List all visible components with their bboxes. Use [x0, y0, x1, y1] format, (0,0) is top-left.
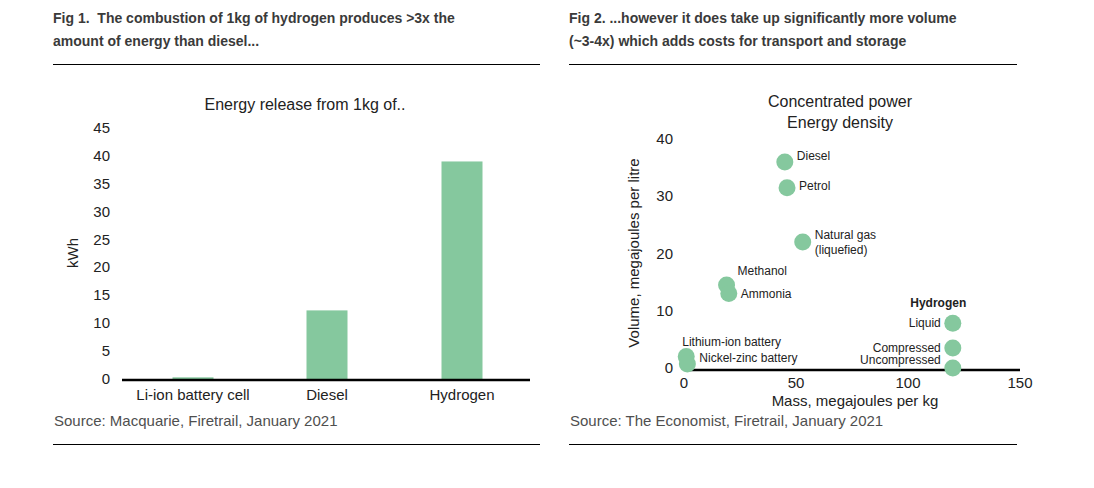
fig2-header-line1: Fig 2. ...however it does take up signif… [569, 7, 956, 30]
y-tick-label: 35 [93, 175, 110, 192]
scatter-point-compressed [944, 339, 961, 356]
y-tick-label: 0 [102, 370, 110, 387]
fig1-header-line2: amount of energy than diesel... [53, 30, 455, 53]
y-tick-label: 30 [93, 203, 110, 220]
fig2-panel: Fig 2. ...however it does take up signif… [569, 0, 1035, 488]
chart-title-line: Energy density [787, 114, 893, 131]
fig2-header-rule [569, 64, 1017, 65]
chart-title-line: Concentrated power [768, 93, 913, 110]
fig1-header: Fig 1. The combustion of 1kg of hydrogen… [53, 7, 455, 53]
x-tick-label: 0 [680, 374, 688, 391]
y-axis-label: Volume, megajoules per litre [625, 158, 642, 347]
fig2-scatter-chart: Concentrated power Energy density 0 10 20 30 4… [569, 80, 1035, 410]
fig1-panel: Fig 1. The combustion of 1kg of hydrogen… [53, 0, 540, 488]
x-tick-label: 50 [788, 374, 805, 391]
fig2-source: Source: The Economist, Firetrail, Januar… [570, 412, 883, 429]
y-tick-label: 10 [656, 302, 673, 319]
y-tick-label: 45 [93, 119, 110, 136]
y-axis-label: kWh [64, 238, 81, 268]
scatter-point-diesel [776, 153, 793, 170]
scatter-point-natural-gas [794, 234, 811, 251]
y-tick-label: 30 [656, 187, 673, 204]
point-label: Methanol [738, 264, 787, 278]
category-label: Hydrogen [429, 386, 494, 403]
point-label: Petrol [799, 179, 830, 193]
x-axis-label: Mass, megajoules per kg [772, 392, 939, 409]
point-label: Diesel [797, 149, 830, 163]
bar-hydrogen [442, 161, 483, 379]
y-tick-label: 25 [93, 231, 110, 248]
category-label: Diesel [306, 386, 348, 403]
point-label: Liquid [909, 316, 941, 330]
hydrogen-group-label: Hydrogen [910, 296, 966, 310]
fig2-header-line2: (~3-4x) which adds costs for transport a… [569, 30, 956, 53]
scatter-point-petrol [779, 179, 796, 196]
scatter-point-liquid [944, 315, 961, 332]
y-tick-label: 20 [656, 245, 673, 262]
y-tick-label: 40 [656, 130, 673, 147]
y-tick-label: 5 [102, 342, 110, 359]
fig2-header: Fig 2. ...however it does take up signif… [569, 7, 956, 53]
x-tick-label: 150 [1007, 374, 1032, 391]
scatter-point-nickel-zinc-battery [679, 355, 696, 372]
scatter-point-uncompressed [944, 360, 961, 377]
point-label: Uncompressed [860, 353, 941, 367]
category-label: Li-ion battery cell [136, 386, 249, 403]
fig2-bottom-rule [569, 444, 1017, 445]
scatter-point-ammonia [720, 285, 737, 302]
x-tick-label: 100 [895, 374, 920, 391]
point-label: Ammonia [741, 287, 792, 301]
fig1-source: Source: Macquarie, Firetrail, January 20… [54, 412, 337, 429]
fig1-bar-chart: Energy release from 1kg of.. 0 5 10 15 20 25 30… [53, 80, 540, 410]
fig1-bottom-rule [53, 444, 540, 445]
point-label: Natural gas(liquefied) [815, 228, 876, 257]
point-label: Nickel-zinc battery [699, 351, 797, 365]
chart-title: Energy release from 1kg of.. [205, 96, 406, 113]
y-tick-label: 20 [93, 258, 110, 275]
fig1-header-rule [53, 64, 540, 65]
fig1-header-line1: Fig 1. The combustion of 1kg of hydrogen… [53, 7, 455, 30]
y-tick-label: 15 [93, 286, 110, 303]
point-label: Lithium-ion battery [682, 335, 781, 349]
y-tick-label: 0 [665, 359, 673, 376]
y-tick-label: 40 [93, 147, 110, 164]
y-tick-label: 10 [93, 314, 110, 331]
bar-diesel [307, 310, 348, 379]
